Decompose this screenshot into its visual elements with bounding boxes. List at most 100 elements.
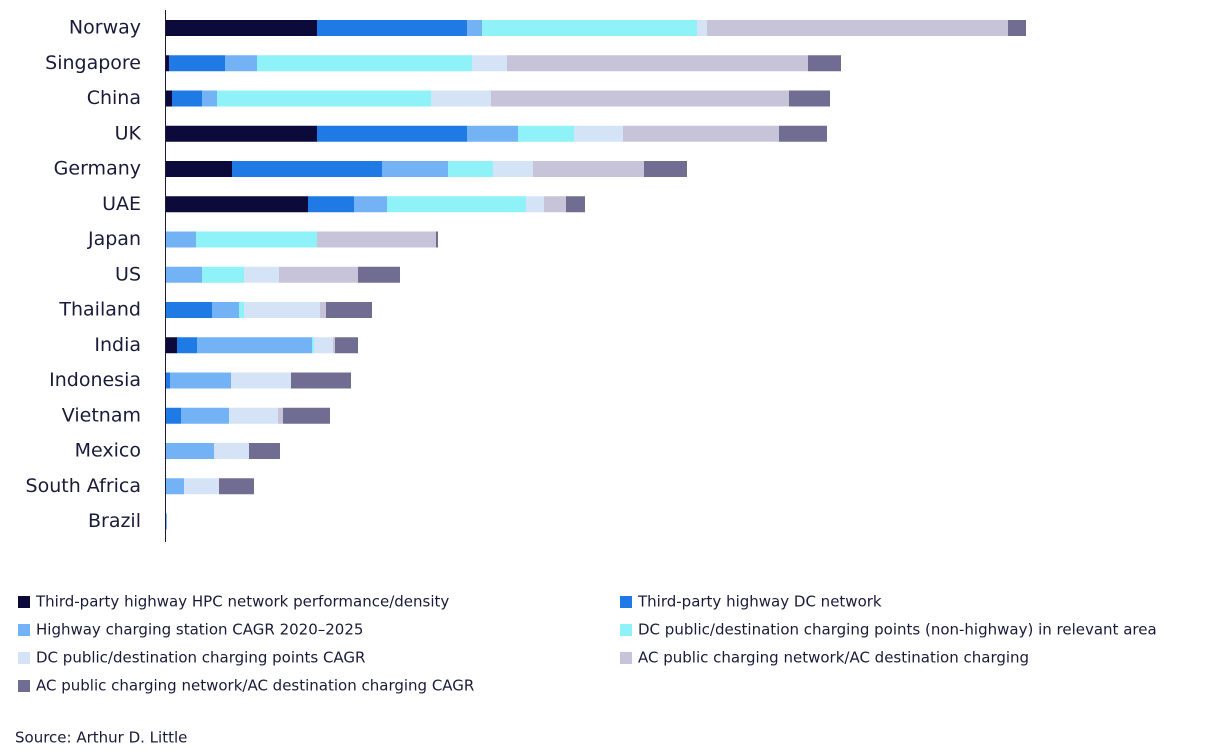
bar-segment [467,20,482,36]
bar-segment [166,161,232,177]
bar-segment [229,407,278,424]
bar-segment [166,125,317,142]
bar-segment [214,443,249,459]
bar-segment [257,55,472,72]
source: Source: Arthur D. Little [15,729,187,747]
bar-segment [219,478,254,495]
category-label: Brazil [88,510,141,532]
bar-segment [239,302,244,318]
category-label: Indonesia [49,369,141,391]
bar-segment [382,161,448,177]
legend-label: DC public/destination charging points (n… [638,621,1157,639]
bar-segment [308,196,354,213]
bar-segment [808,55,841,72]
bar-segment [166,513,167,530]
legend-label: Third-party highway DC network [637,593,882,611]
bar-segment [278,407,283,424]
category-label: Germany [54,158,141,180]
legend-swatch [18,680,30,692]
legend-label: Third-party highway HPC network performa… [35,593,449,611]
bar-segment [312,337,314,354]
category-label: India [94,334,141,356]
bar-segment [482,20,697,36]
bar-segment [467,125,518,142]
bar-segment [431,90,491,107]
bar-segment [623,125,779,142]
legend-label: AC public charging network/AC destinatio… [638,649,1029,667]
bar-segment [320,302,326,318]
bar-segment [779,125,827,142]
bar-segment [335,337,358,354]
bar-segment [166,302,212,318]
bar-segment [217,90,431,107]
bar-segment [544,196,566,213]
bar-segment [507,55,808,72]
category-label: Thailand [58,299,141,321]
bar-segment [181,407,229,424]
category-label: Norway [69,17,141,39]
bar-segment [326,302,372,318]
bar-segment [231,372,291,389]
legend-label: Highway charging station CAGR 2020–2025 [36,621,363,639]
bar-segment [333,337,335,354]
bar-segment [172,90,202,107]
bar-segment [244,302,320,318]
bar-segment [177,337,197,354]
bar-segment [202,266,244,283]
legend-swatch [620,596,632,608]
category-label: UAE [102,193,141,215]
bar-segment [354,196,387,213]
bar-segment [387,196,526,213]
legend-label: DC public/destination charging points CA… [36,649,365,667]
bar-segment [166,90,172,107]
bar-segment [196,231,317,248]
bar-segment [491,90,789,107]
category-label: Singapore [45,52,141,74]
bar-segment [225,55,257,72]
bar-segment [644,161,687,177]
bar-segment [232,161,382,177]
bar-segment [166,266,202,283]
legend-swatch [620,652,632,664]
legend-swatch [18,652,30,664]
bar-segment [789,90,830,107]
bar-segment [166,407,181,424]
legend-swatch [620,624,632,636]
category-label: Japan [87,228,141,250]
bar-segment [291,372,351,389]
bar-segment [166,443,214,459]
bar-segment [170,372,231,389]
bar-segment [197,337,312,354]
bar-segment [166,231,196,248]
bar-segment [317,231,436,248]
bar-segment [317,125,467,142]
category-label: China [87,87,141,109]
bar-segment [1008,20,1026,36]
bar-segment [166,20,317,36]
category-label: US [115,263,141,285]
bar-segment [169,55,225,72]
bar-segment [358,266,400,283]
bar-segment [244,266,279,283]
bar-segment [184,478,219,495]
category-label: Vietnam [62,404,141,426]
bar-segment [707,20,1008,36]
bar-segment [317,20,467,36]
bar-segment [166,372,170,389]
category-label: South Africa [26,475,141,497]
bar-segment [166,337,177,354]
bar-segment [166,55,169,72]
legend-label: AC public charging network/AC destinatio… [36,677,474,695]
bar-segment [279,266,358,283]
bar-segment [212,302,239,318]
category-label: Mexico [75,440,141,462]
legend-swatch [18,596,30,608]
legend-swatch [18,624,30,636]
bar-segment [518,125,574,142]
bar-segment [526,196,544,213]
bar-segment [436,231,438,248]
bar-segment [697,20,707,36]
bar-segment [166,478,184,495]
bar-segment [202,90,217,107]
bar-segment [283,407,330,424]
